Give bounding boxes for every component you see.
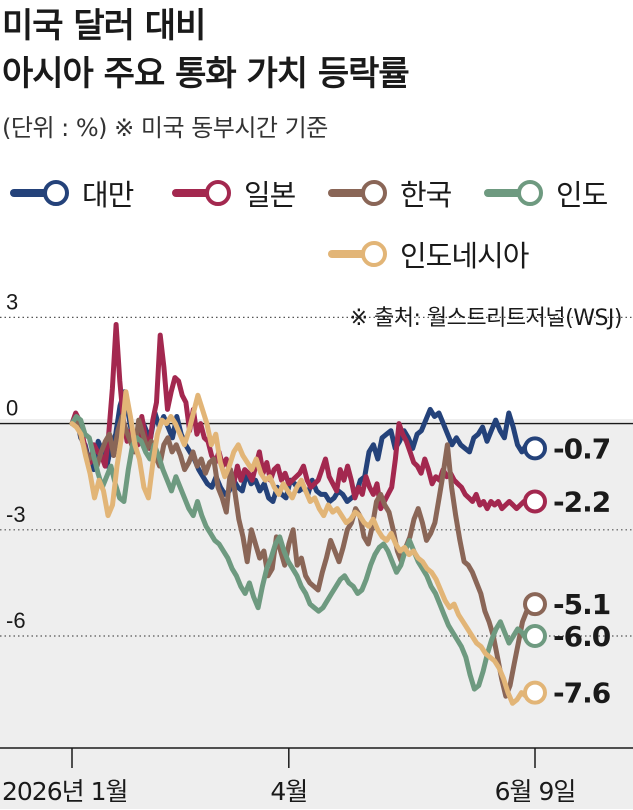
series-lines — [69, 322, 538, 706]
x-tick-label: 2026년 1월 — [2, 777, 127, 806]
series-end-label: -7.6 — [553, 677, 610, 710]
y-tick-label: 0 — [6, 396, 18, 421]
x-axis: 2026년 1월 4월 6월 9일 — [2, 748, 576, 806]
legend-label: 대만 — [82, 178, 134, 212]
series-end-label: -2.2 — [553, 485, 610, 518]
y-tick-label: -6 — [6, 608, 26, 633]
legend-line-icon — [172, 180, 231, 206]
series-end-marker — [523, 489, 547, 514]
legend-label: 인도 — [556, 178, 608, 212]
series-end-marker — [523, 592, 547, 617]
legend-item-korea: 한국 — [328, 172, 452, 214]
series-end-marker — [523, 624, 547, 648]
series-end-marker — [523, 680, 547, 705]
chart-subtitle: (단위 : %) ※ 미국 동부시간 기준 — [2, 114, 328, 142]
legend-label: 인도네시아 — [400, 239, 529, 273]
legend-line-icon — [328, 241, 387, 267]
series-end-label: -0.7 — [553, 432, 610, 465]
series-end-label: -5.1 — [553, 588, 610, 621]
x-tick-label: 4월 — [270, 777, 307, 806]
series-end-marker — [523, 436, 547, 461]
end-markers: -0.7 -2.2 -5.1-6.0 -7.6 — [523, 432, 612, 710]
legend-item-india: 인도 — [484, 172, 608, 214]
chart-title: 미국 달러 대비 아시아 주요 통화 가치 등락률 — [2, 2, 410, 98]
series-line — [69, 414, 538, 699]
series-end-label: -6.0 — [553, 620, 611, 653]
legend-item-indonesia: 인도네시아 — [328, 233, 529, 275]
legend-line-icon — [484, 180, 543, 206]
legend-label: 일본 — [244, 178, 296, 212]
source-note: ※ 출처: 월스트리트저널(WSJ) — [350, 306, 622, 331]
y-tick-label: -3 — [6, 502, 26, 527]
y-tick-label: 3 — [6, 289, 18, 314]
title-line-1: 미국 달러 대비 — [2, 6, 206, 46]
series-line — [69, 389, 538, 706]
series-line — [69, 414, 538, 692]
legend-line-icon — [10, 180, 69, 206]
legend-item-japan: 일본 — [172, 172, 296, 214]
x-tick-label: 6월 9일 — [495, 777, 576, 806]
legend-item-taiwan: 대만 — [10, 172, 134, 214]
legend-line-icon — [328, 180, 387, 206]
y-axis-labels: 3 0 -3 -6 — [6, 289, 26, 633]
legend-label: 한국 — [400, 178, 452, 212]
title-line-2: 아시아 주요 통화 가치 등락률 — [2, 54, 410, 94]
